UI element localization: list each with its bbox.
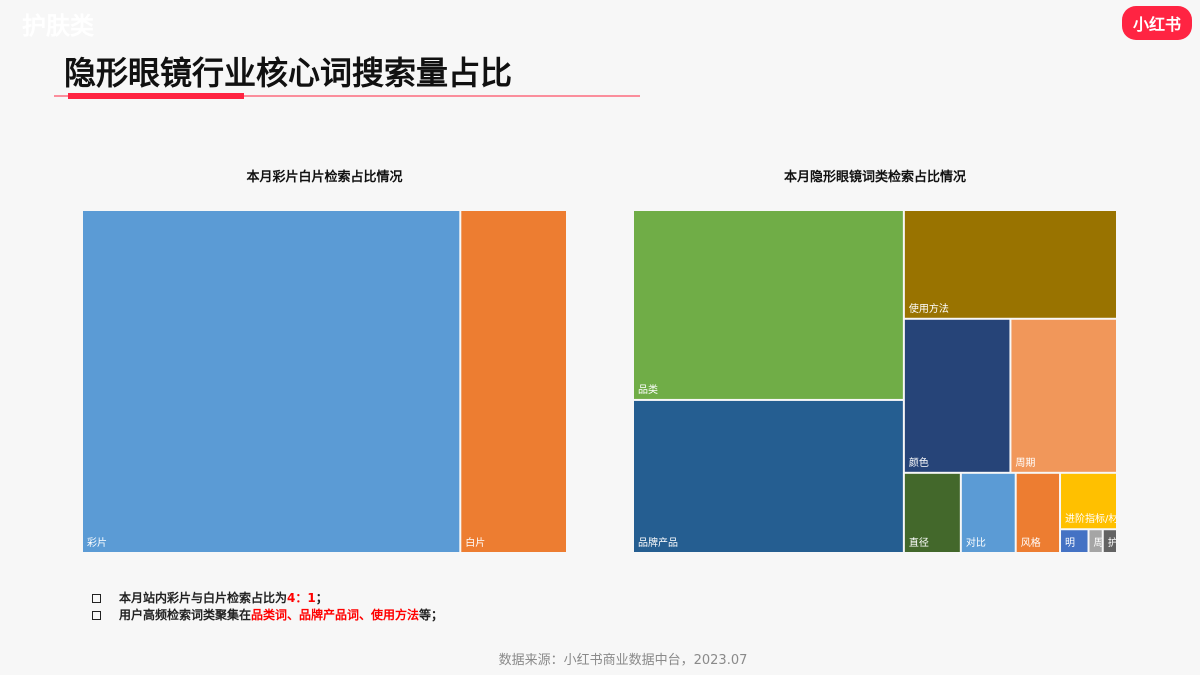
treemap-rect: [1061, 530, 1088, 552]
treemap-rect: [634, 400, 903, 552]
treemap-cell: 明: [1061, 530, 1088, 552]
treemap-rect: [1089, 530, 1102, 552]
treemap-label: 颜色: [909, 456, 929, 469]
treemap-rect: [904, 211, 1116, 318]
treemap-rect: [634, 211, 903, 399]
logo[interactable]: 小红书: [1122, 6, 1192, 40]
chart-title: 本月隐形眼镜词类检索占比情况: [784, 169, 966, 185]
treemap-cell: 颜色: [904, 319, 1010, 472]
treemap-rect: [1103, 530, 1116, 552]
category-label: 护肤类: [22, 12, 94, 40]
treemap-label: 对比: [966, 536, 986, 549]
treemap-label: 进阶指标/材料: [1065, 512, 1128, 525]
treemap-cell: 品类: [634, 211, 903, 399]
notes: 本月站内彩片与白片检索占比为4：1； 用户高频检索词类聚集在品类词、品牌产品词、使…: [92, 590, 443, 624]
treemap-rect: [1061, 473, 1116, 529]
note-text: 4：1: [287, 591, 316, 605]
note-text: 用户高频检索词类聚集在: [119, 608, 252, 622]
treemap-label: 品牌产品: [638, 536, 678, 549]
title-accent: [68, 93, 244, 99]
treemap-rect: [461, 211, 566, 552]
note-text: 品类词、品牌产品词、使用方法: [251, 608, 420, 622]
treemap-cell: 风格: [1016, 473, 1060, 552]
chart-title: 本月彩片白片检索占比情况: [246, 169, 402, 185]
treemap-cell: 进阶指标/材料: [1061, 473, 1128, 529]
treemap-rect: [904, 473, 960, 552]
treemap-cell: 白片: [461, 211, 566, 552]
treemap-label: 品类: [638, 383, 658, 396]
note-line: 本月站内彩片与白片检索占比为4：1；: [92, 590, 443, 607]
treemap-label: 彩片: [87, 536, 107, 549]
treemap-rect: [1011, 319, 1116, 472]
treemap-label: 使用方法: [909, 302, 949, 315]
treemap-cell: 品牌产品: [634, 400, 903, 552]
treemap-cell: 周期: [1011, 319, 1116, 472]
treemap-label: 白片: [465, 536, 485, 549]
treemap-cell: 护: [1103, 530, 1118, 552]
treemap-rect: [961, 473, 1015, 552]
note-text: 等；: [419, 608, 444, 622]
treemap-rect: [904, 319, 1010, 472]
treemap-cell: 周: [1089, 530, 1104, 552]
treemap-label: 明: [1065, 537, 1075, 549]
treemap-label: 周期: [1015, 457, 1035, 469]
treemap-label: 周: [1094, 537, 1104, 549]
treemap-rect: [1016, 473, 1060, 552]
bullet: [92, 611, 101, 620]
treemap-label: 风格: [1021, 536, 1041, 549]
treemap-cell: 对比: [961, 473, 1015, 552]
note-line: 用户高频检索词类聚集在品类词、品牌产品词、使用方法等；: [92, 607, 443, 624]
bullet: [92, 594, 101, 603]
treemap-label: 护: [1108, 536, 1118, 549]
treemap-label: 直径: [909, 536, 929, 549]
treemap-rect: [83, 211, 460, 552]
treemap-cell: 使用方法: [904, 211, 1116, 318]
note-text: 本月站内彩片与白片检索占比为: [119, 591, 288, 605]
slide-title: 隐形眼镜行业核心词搜索量占比: [64, 54, 513, 92]
note-text: ；: [315, 591, 328, 605]
treemap-cell: 彩片: [83, 211, 460, 552]
source: 数据来源：小红书商业数据中台，2023.07: [498, 653, 748, 668]
treemap-cell: 直径: [904, 473, 960, 552]
